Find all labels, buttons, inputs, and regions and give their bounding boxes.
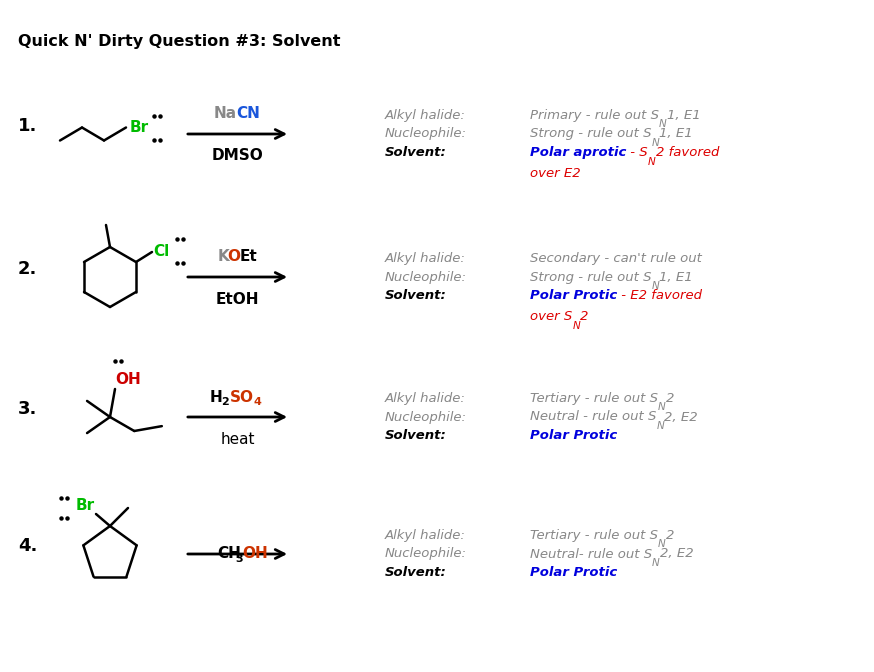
- Text: Solvent:: Solvent:: [385, 566, 447, 579]
- Text: 2, E2: 2, E2: [660, 548, 693, 560]
- Text: Alkyl halide:: Alkyl halide:: [385, 109, 466, 122]
- Text: H: H: [210, 390, 222, 405]
- Text: EtOH: EtOH: [216, 292, 260, 306]
- Text: Nucleophile:: Nucleophile:: [385, 128, 467, 140]
- Text: Nucleophile:: Nucleophile:: [385, 411, 467, 423]
- Text: N: N: [659, 119, 667, 129]
- Text: CN: CN: [237, 106, 260, 122]
- Text: Neutral - rule out S: Neutral - rule out S: [530, 411, 656, 423]
- Text: heat: heat: [220, 431, 254, 446]
- Text: K: K: [218, 249, 229, 265]
- Text: 4: 4: [253, 397, 261, 407]
- Text: DMSO: DMSO: [212, 149, 263, 163]
- Text: SO: SO: [230, 390, 253, 405]
- Text: 2: 2: [666, 392, 674, 405]
- Text: CH: CH: [218, 546, 241, 562]
- Text: 3: 3: [235, 554, 243, 564]
- Text: Tertiary - rule out S: Tertiary - rule out S: [530, 392, 658, 405]
- Text: N: N: [656, 421, 664, 431]
- Text: Strong - rule out S: Strong - rule out S: [530, 128, 651, 140]
- Text: over E2: over E2: [530, 167, 580, 180]
- Text: Quick N' Dirty Question #3: Solvent: Quick N' Dirty Question #3: Solvent: [18, 34, 341, 49]
- Text: 1, E1: 1, E1: [659, 271, 693, 284]
- Text: N: N: [658, 402, 666, 412]
- Text: Polar aprotic: Polar aprotic: [530, 146, 627, 159]
- Text: 1, E1: 1, E1: [667, 109, 700, 122]
- Text: Solvent:: Solvent:: [385, 290, 447, 302]
- Text: OH: OH: [242, 546, 268, 562]
- Text: 2 favored: 2 favored: [656, 146, 719, 159]
- Text: Br: Br: [130, 120, 149, 135]
- Text: Alkyl halide:: Alkyl halide:: [385, 392, 466, 405]
- Text: Polar Protic: Polar Protic: [530, 290, 617, 302]
- Text: Polar Protic: Polar Protic: [530, 429, 617, 442]
- Text: Br: Br: [76, 498, 95, 513]
- Text: Solvent:: Solvent:: [385, 429, 447, 442]
- Text: Polar Protic: Polar Protic: [530, 566, 617, 579]
- Text: Solvent:: Solvent:: [385, 146, 447, 159]
- Text: 1.: 1.: [18, 117, 38, 135]
- Text: over S: over S: [530, 310, 572, 323]
- Text: 2: 2: [221, 397, 229, 407]
- Text: N: N: [648, 157, 656, 167]
- Text: Tertiary - rule out S: Tertiary - rule out S: [530, 529, 658, 542]
- Text: O: O: [227, 249, 240, 265]
- Text: 1, E1: 1, E1: [659, 128, 693, 140]
- Text: N: N: [652, 558, 660, 568]
- Text: N: N: [651, 281, 659, 291]
- Text: 2, E2: 2, E2: [664, 411, 697, 423]
- Text: 3.: 3.: [18, 400, 38, 418]
- Text: Nucleophile:: Nucleophile:: [385, 271, 467, 284]
- Text: 2: 2: [666, 529, 674, 542]
- Text: Alkyl halide:: Alkyl halide:: [385, 251, 466, 265]
- Text: Neutral- rule out S: Neutral- rule out S: [530, 548, 652, 560]
- Text: 2.: 2.: [18, 260, 38, 278]
- Text: Nucleophile:: Nucleophile:: [385, 548, 467, 560]
- Text: OH: OH: [115, 372, 141, 387]
- Text: N: N: [651, 138, 659, 148]
- Text: 4.: 4.: [18, 537, 38, 555]
- Text: - E2 favored: - E2 favored: [617, 290, 702, 302]
- Text: Primary - rule out S: Primary - rule out S: [530, 109, 659, 122]
- Text: Alkyl halide:: Alkyl halide:: [385, 529, 466, 542]
- Text: Et: Et: [239, 249, 257, 265]
- Text: N: N: [572, 321, 580, 331]
- Text: Na: Na: [213, 106, 237, 122]
- Text: N: N: [658, 539, 666, 549]
- Text: Strong - rule out S: Strong - rule out S: [530, 271, 651, 284]
- Text: Secondary - can't rule out: Secondary - can't rule out: [530, 251, 702, 265]
- Text: - S: - S: [627, 146, 648, 159]
- Text: 2: 2: [580, 310, 588, 323]
- Text: Cl: Cl: [153, 243, 170, 259]
